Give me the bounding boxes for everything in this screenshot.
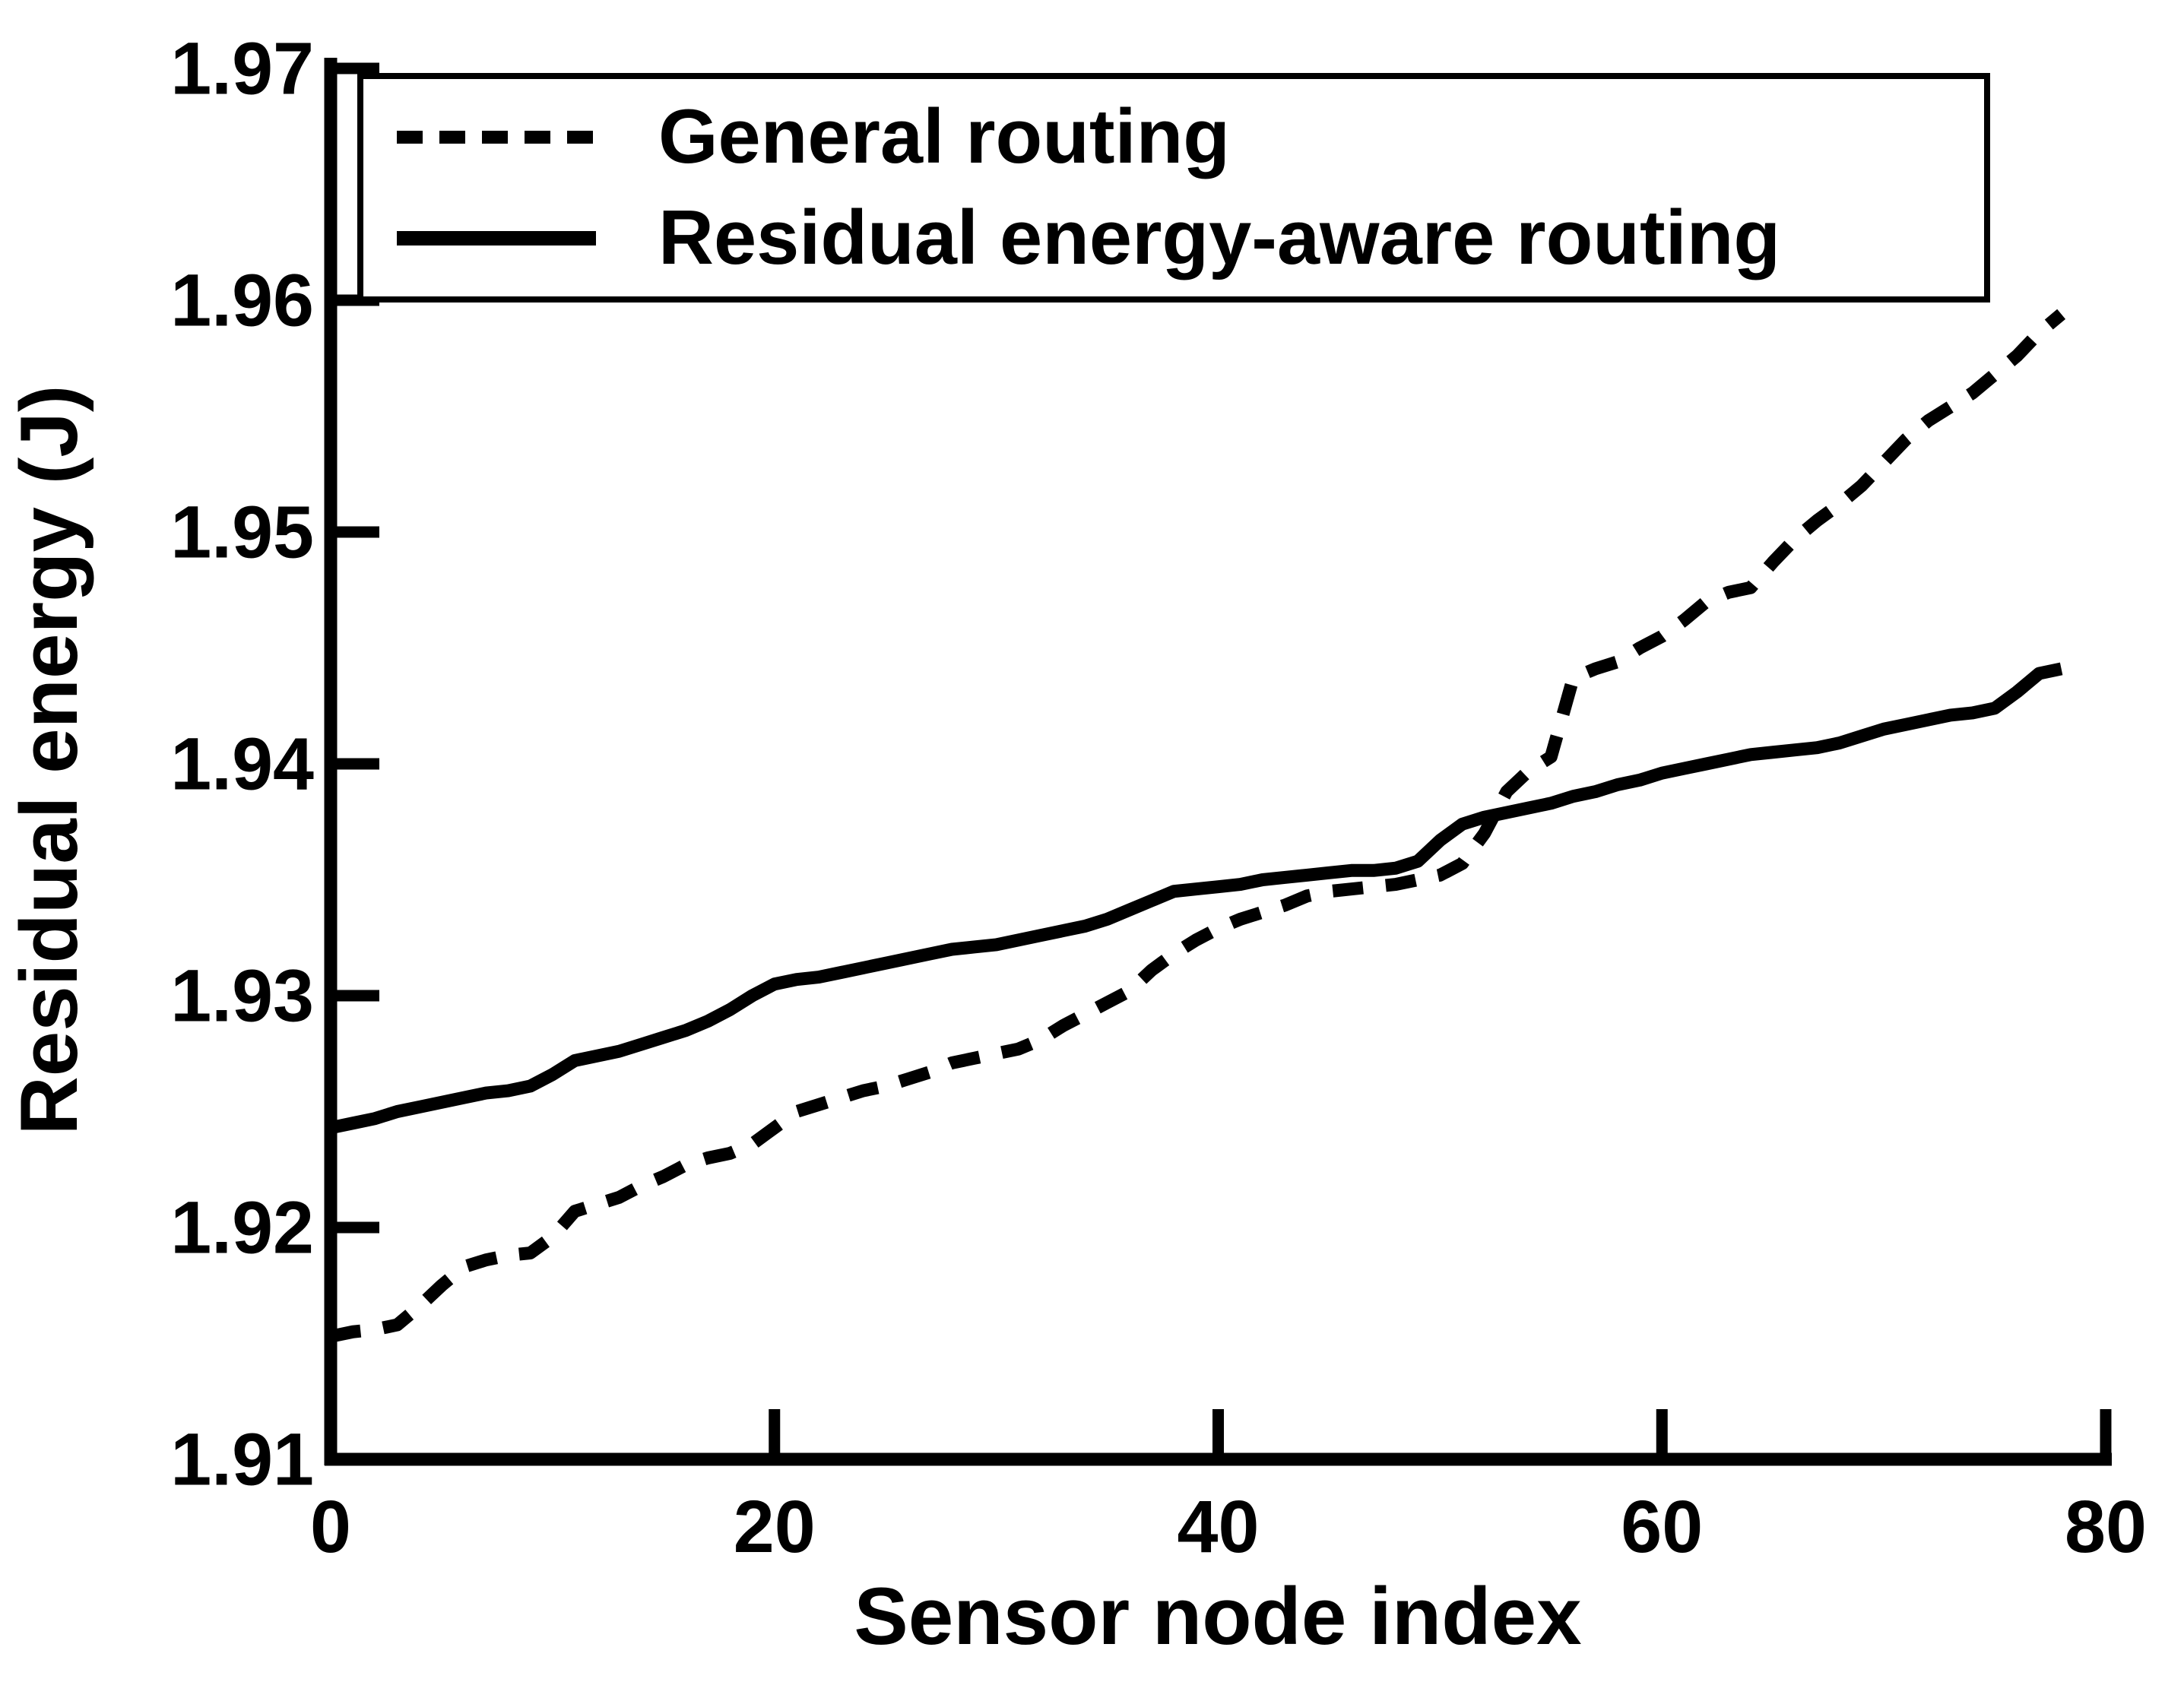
y-tick-label: 1.92 bbox=[170, 1186, 314, 1269]
legend: General routing Residual energy-aware ro… bbox=[357, 73, 1990, 303]
legend-row-general-routing: General routing bbox=[397, 99, 1984, 176]
x-tick-label: 40 bbox=[1178, 1485, 1260, 1568]
x-tick-label: 80 bbox=[2065, 1485, 2147, 1568]
legend-label-general-routing: General routing bbox=[658, 94, 1230, 179]
y-tick-label: 1.96 bbox=[170, 259, 314, 342]
y-tick-label: 1.91 bbox=[170, 1418, 314, 1501]
legend-label-residual-energy-aware-routing: Residual energy-aware routing bbox=[658, 195, 1781, 280]
x-axis-title: Sensor node index bbox=[854, 1570, 1582, 1661]
y-tick-label: 1.97 bbox=[170, 27, 314, 110]
legend-row-residual-energy-aware-routing: Residual energy-aware routing bbox=[397, 200, 1984, 277]
dashed-line-sample-icon bbox=[397, 131, 596, 144]
x-tick-label: 60 bbox=[1621, 1485, 1703, 1568]
y-tick-label: 1.93 bbox=[170, 955, 314, 1037]
residual-energy-aware-routing-line bbox=[329, 662, 2063, 1135]
general-routing-line bbox=[329, 309, 2066, 1343]
y-axis-title: Residual energy (J) bbox=[3, 385, 94, 1136]
solid-line-sample-icon bbox=[397, 231, 596, 245]
x-tick-label: 20 bbox=[734, 1485, 816, 1568]
y-tick-label: 1.94 bbox=[170, 723, 314, 806]
x-tick-label: 0 bbox=[310, 1485, 351, 1568]
y-tick-label: 1.95 bbox=[170, 491, 314, 574]
